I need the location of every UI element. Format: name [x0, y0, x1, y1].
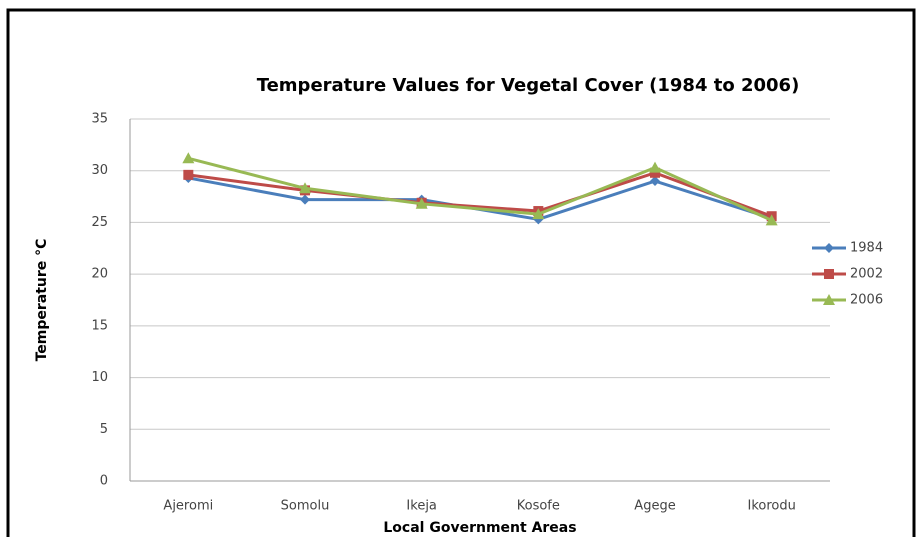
marker — [182, 152, 195, 164]
x-tick-label: Ikeja — [406, 499, 436, 514]
marker — [300, 194, 310, 205]
y-tick-label: 0 — [100, 474, 108, 489]
x-tick-label: Somolu — [281, 499, 330, 514]
y-tick-label: 30 — [91, 163, 108, 178]
y-tick-label: 15 — [91, 318, 108, 333]
marker — [765, 214, 778, 226]
x-tick-label: Kosofe — [517, 499, 560, 514]
marker — [183, 169, 194, 180]
y-tick-label: 20 — [91, 267, 108, 282]
legend-label: 2006 — [850, 293, 883, 308]
y-tick-label: 10 — [91, 370, 108, 385]
x-axis-label: Local Government Areas — [383, 520, 576, 536]
y-tick-label: 5 — [100, 422, 108, 437]
legend-label: 2002 — [850, 267, 883, 282]
marker — [532, 208, 545, 220]
legend-label: 1984 — [850, 241, 883, 256]
marker — [650, 167, 660, 178]
chart-title: Temperature Values for Vegetal Cover (19… — [257, 75, 800, 96]
legend-marker — [824, 243, 834, 253]
frame — [6, 8, 916, 537]
line — [187, 156, 773, 222]
line — [188, 171, 773, 218]
marker — [415, 197, 428, 209]
x-tick-label: Agege — [634, 499, 675, 514]
y-axis-label: Temperature °C — [34, 239, 50, 362]
marker — [650, 176, 660, 187]
y-tick-label: 35 — [91, 112, 108, 127]
legend-marker — [824, 269, 834, 279]
x-tick-label: Ajeromi — [163, 499, 213, 514]
legend-marker — [823, 294, 835, 305]
marker — [299, 182, 311, 194]
marker — [649, 161, 661, 173]
x-tick-label: Ikorodu — [747, 499, 795, 514]
y-tick-label: 25 — [91, 215, 108, 230]
